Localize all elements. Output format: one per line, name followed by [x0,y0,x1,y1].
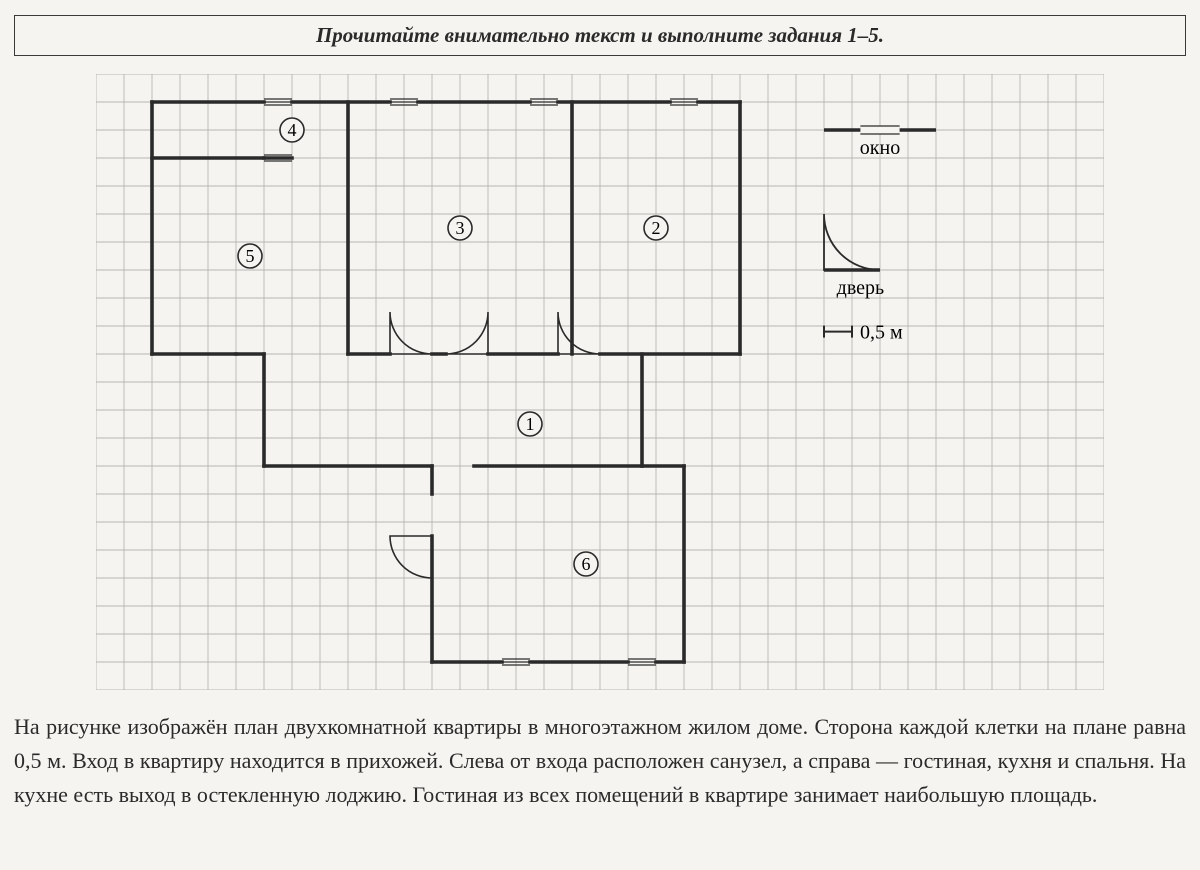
floor-plan-svg: 1 2 3 4 5 6 окно дверь 0,5 м [96,74,1104,690]
room-label-number: 2 [652,218,661,238]
grid [96,74,1104,690]
caption-text: На рисунке изображён план двухкомнатной … [14,714,1186,807]
room-label-number: 4 [288,120,297,140]
room-label-number: 3 [456,218,465,238]
room-label-number: 5 [246,246,255,266]
room-label-number: 6 [582,554,591,574]
legend-scale-label: 0,5 м [860,322,903,344]
legend-window-label: окно [860,137,900,159]
instruction-box: Прочитайте внимательно текст и выполните… [14,15,1186,56]
room-labels: 1 2 3 4 5 6 [238,118,668,576]
figure-container: 1 2 3 4 5 6 окно дверь 0,5 м [10,74,1190,690]
legend-door-label: дверь [837,277,885,299]
door-arcs [390,312,600,578]
instruction-text: Прочитайте внимательно текст и выполните… [316,23,884,47]
room-label-number: 1 [526,414,535,434]
caption-paragraph: На рисунке изображён план двухкомнатной … [10,710,1190,812]
